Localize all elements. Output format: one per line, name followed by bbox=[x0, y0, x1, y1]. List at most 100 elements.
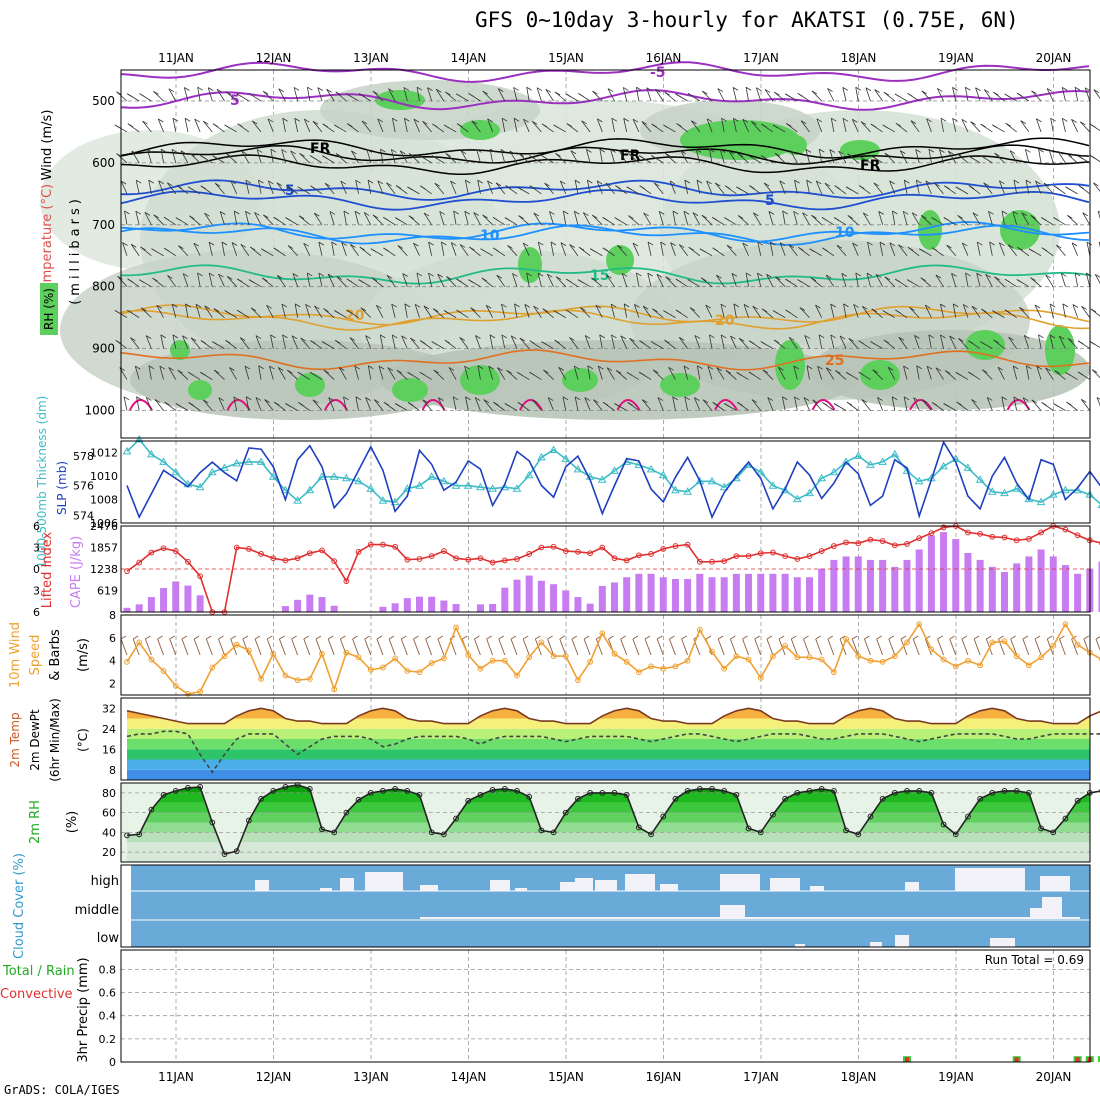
wind-barb-flag bbox=[304, 636, 309, 639]
temp-band bbox=[121, 729, 1090, 739]
precip-axis-label: 3hr Precip (mm) bbox=[76, 957, 91, 1062]
li-axis-label: Lifted Index bbox=[40, 531, 55, 608]
cloud-high-block bbox=[340, 878, 354, 891]
wind-barb bbox=[875, 90, 883, 101]
cape-bar bbox=[1038, 549, 1045, 612]
wind-barb-flag bbox=[182, 636, 187, 639]
wind-barb bbox=[438, 639, 444, 655]
temp-tick-label: 8 bbox=[109, 764, 116, 777]
wind-barb-flag bbox=[834, 403, 839, 406]
precip-tick-label: 0.2 bbox=[99, 1033, 117, 1046]
cloud-high-block bbox=[905, 882, 919, 891]
wind-barb-flag bbox=[1042, 403, 1047, 406]
cape-bar bbox=[172, 581, 179, 612]
wind-barb-flag bbox=[669, 636, 674, 639]
precip-tick-label: 0.8 bbox=[99, 963, 117, 976]
isotherm-label: 15 bbox=[590, 268, 609, 284]
cloud-high-block bbox=[720, 874, 760, 891]
cape-bar bbox=[891, 567, 898, 612]
temp-axis-label-2: 2m DewPt bbox=[28, 709, 42, 771]
cape-bar bbox=[721, 577, 728, 612]
precip-tick-label: 0 bbox=[109, 1056, 116, 1069]
cape-tick-label: 2476 bbox=[90, 520, 118, 533]
cape-bar bbox=[379, 607, 386, 612]
wind-barb-flag bbox=[1090, 342, 1095, 345]
wind-barb-flag bbox=[877, 636, 882, 639]
cape-bar bbox=[477, 604, 484, 612]
wind-barb bbox=[124, 397, 127, 411]
rh-tick-label: 40 bbox=[102, 826, 116, 839]
wind-barb-flag bbox=[560, 636, 565, 639]
bottom-date-label: 14JAN bbox=[451, 1070, 487, 1084]
cape-bar bbox=[197, 595, 204, 612]
wind-barb bbox=[353, 639, 359, 655]
cloud-middle-block bbox=[1042, 897, 1062, 919]
cape-bar bbox=[1001, 572, 1008, 612]
wind-barb-flag bbox=[804, 636, 809, 639]
wind-barb-flag bbox=[621, 636, 626, 639]
cloud-high-block bbox=[320, 888, 332, 891]
temp-axis-label-1: 2m Temp bbox=[8, 712, 22, 767]
wind-barb-flag bbox=[999, 636, 1004, 639]
cloud-level-label: low bbox=[97, 931, 120, 946]
wind-barb-flag bbox=[377, 636, 382, 639]
isotherm-label: FR bbox=[310, 141, 331, 157]
wind-barb bbox=[1039, 149, 1041, 163]
wind-barb-flag bbox=[548, 636, 553, 639]
wind-barb-flag bbox=[121, 636, 126, 639]
bottom-date-label: 12JAN bbox=[256, 1070, 292, 1084]
bottom-date-label: 17JAN bbox=[743, 1070, 779, 1084]
rh-band bbox=[121, 832, 1090, 842]
temp-axis-label-4: (°C) bbox=[76, 728, 90, 752]
wind-barb-flag bbox=[213, 124, 218, 127]
wind-barb bbox=[340, 639, 346, 655]
precip-conv-label: Convective bbox=[0, 987, 73, 1002]
pressure-tick-label: 700 bbox=[92, 218, 115, 232]
cape-bar bbox=[843, 556, 850, 612]
cape-bar bbox=[1074, 574, 1081, 612]
wind-axis-label-3: & Barbs bbox=[48, 629, 63, 681]
cape-bar bbox=[1025, 556, 1032, 612]
cape-bar bbox=[489, 604, 496, 612]
pressure-tick-label: 1000 bbox=[84, 404, 115, 418]
wind-barb bbox=[755, 639, 761, 655]
top-date-label: 13JAN bbox=[353, 51, 389, 65]
wind-barb bbox=[194, 639, 200, 655]
wind-barb bbox=[864, 639, 870, 655]
isotherm-label: FR bbox=[860, 158, 881, 174]
top-date-label: 20JAN bbox=[1036, 51, 1072, 65]
bottom-date-label: 13JAN bbox=[353, 1070, 389, 1084]
rh-high-shading bbox=[1045, 325, 1075, 375]
wind-barb bbox=[1021, 121, 1029, 132]
wind-barb bbox=[185, 118, 188, 132]
wind-barb bbox=[1082, 306, 1090, 317]
isotherm-label: 10 bbox=[480, 228, 500, 244]
cape-bar bbox=[550, 584, 557, 612]
temp-tick-label: 16 bbox=[102, 743, 116, 756]
cape-tick-label: 1857 bbox=[90, 542, 118, 555]
cloud-high-block bbox=[625, 874, 655, 891]
wind-barb-flag bbox=[1023, 636, 1028, 639]
wind-barb bbox=[1059, 639, 1065, 655]
cloud-high-block bbox=[255, 880, 269, 891]
cape-bar bbox=[392, 603, 399, 612]
wind-barb-flag bbox=[767, 636, 772, 639]
slp-axis-label: SLP (mb) bbox=[55, 461, 69, 515]
isotherm-label: 20 bbox=[715, 313, 735, 329]
wind-barb bbox=[743, 639, 749, 655]
cape-bar bbox=[404, 598, 411, 612]
wind-barb bbox=[974, 639, 980, 655]
cape-bar bbox=[416, 597, 423, 612]
cape-bar bbox=[660, 577, 667, 612]
cloud-high-block bbox=[515, 888, 527, 891]
wind-barb-flag bbox=[1054, 186, 1059, 189]
wind-barb-flag bbox=[206, 636, 211, 639]
cape-bar bbox=[782, 574, 789, 612]
cape-bar bbox=[148, 597, 155, 612]
wind-barb-flag bbox=[901, 636, 906, 639]
wind-barb bbox=[812, 91, 822, 101]
wind-barb bbox=[856, 87, 859, 101]
wind-barb-flag bbox=[907, 93, 912, 96]
